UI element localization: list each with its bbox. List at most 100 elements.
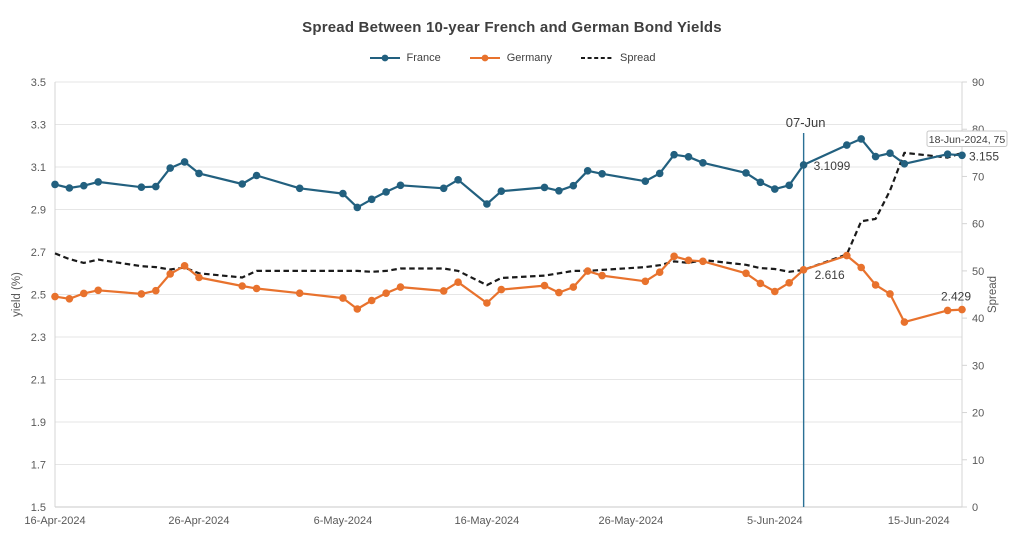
france-marker — [958, 151, 966, 160]
spread-line-swatch — [581, 57, 613, 59]
event-vline-label: 07-Jun — [786, 115, 826, 130]
germany-marker — [655, 268, 664, 277]
legend-item-germany: Germany — [469, 52, 552, 64]
france-marker — [886, 149, 894, 157]
france-marker — [195, 169, 203, 178]
germany-marker — [238, 282, 246, 290]
left-axis-tick-label: 1.5 — [31, 502, 46, 514]
germany-marker — [540, 281, 549, 290]
left-axis-tick-label: 3.1 — [31, 162, 46, 174]
france-marker — [367, 195, 376, 204]
france-marker — [871, 152, 880, 161]
germany-marker — [295, 289, 304, 298]
france-marker — [497, 187, 506, 195]
legend-label-france: France — [406, 52, 441, 64]
france-marker — [339, 189, 347, 198]
france-marker — [943, 150, 952, 158]
germany-marker — [943, 306, 952, 315]
germany-marker — [454, 278, 462, 287]
left-axis-tick-label: 2.7 — [31, 247, 46, 259]
right-axis-tick-label: 10 — [972, 455, 984, 467]
germany-marker — [483, 299, 491, 307]
chart-title: Spread Between 10-year French and German… — [302, 19, 722, 36]
left-axis-tick-label: 2.5 — [31, 290, 46, 302]
france-marker — [799, 161, 808, 169]
france-marker — [857, 135, 865, 143]
france-last-value-label: 3.155 — [969, 149, 999, 163]
france-marker — [439, 184, 448, 193]
germany-marker — [756, 279, 765, 288]
legend-label-spread: Spread — [620, 52, 656, 64]
right-axis-tick-label: 70 — [972, 171, 984, 183]
legend: France Germany Spread — [0, 52, 1024, 64]
germany-marker — [439, 287, 448, 295]
left-axis-tick-label: 2.3 — [31, 332, 46, 344]
germany-marker — [339, 294, 347, 302]
france-marker — [598, 170, 606, 178]
germany-line-swatch — [469, 54, 500, 62]
france-marker — [641, 177, 650, 185]
germany-marker — [497, 285, 506, 294]
germany-line — [54, 254, 963, 324]
france-marker — [396, 181, 405, 190]
germany-marker — [80, 289, 88, 298]
france-marker — [540, 183, 549, 192]
france-line — [54, 137, 963, 209]
x-axis-tick-label: 5-Jun-2024 — [747, 515, 803, 527]
x-axis-tick-label: 16-Apr-2024 — [24, 515, 85, 527]
france-marker — [152, 182, 160, 191]
right-axis-tick-label: 50 — [972, 266, 984, 278]
france-marker — [555, 187, 563, 195]
france-marker — [80, 181, 88, 190]
germany-marker — [51, 292, 59, 301]
germany-marker — [670, 252, 678, 261]
france-marker — [742, 169, 750, 177]
germany-marker — [699, 257, 707, 266]
germany-marker — [598, 271, 606, 280]
germany-marker — [799, 266, 808, 274]
france-marker — [137, 183, 146, 191]
france-marker — [51, 180, 59, 189]
france-line-swatch — [369, 54, 400, 62]
right-axis-tick-label: 30 — [972, 360, 984, 372]
right-axis-tick-label: 20 — [972, 408, 984, 420]
france-marker — [180, 158, 189, 166]
germany-marker — [771, 287, 779, 296]
france-marker — [583, 167, 592, 175]
germany-marker — [569, 283, 578, 291]
france-marker — [295, 184, 304, 193]
germany-marker — [871, 281, 880, 289]
germany-marker — [180, 262, 189, 270]
germany-marker — [367, 296, 376, 305]
left-axis-tick-label: 3.3 — [31, 120, 46, 132]
germany-marker — [900, 318, 909, 326]
germany-marker — [886, 290, 894, 298]
germany-marker — [857, 263, 865, 272]
germany-marker — [137, 290, 146, 298]
left-axis-tick-label: 3.5 — [31, 77, 46, 89]
france-marker — [756, 178, 765, 187]
france-marker — [843, 141, 851, 149]
germany-marker — [684, 256, 693, 265]
left-axis-tick-label: 1.7 — [31, 460, 46, 472]
right-axis-tick-label: 40 — [972, 313, 984, 325]
germany-marker — [353, 305, 362, 313]
france-marker — [699, 159, 707, 167]
france-marker — [454, 176, 462, 184]
left-axis-tick-label: 2.1 — [31, 375, 46, 387]
right-axis-title: Spread — [987, 276, 999, 313]
france-marker — [238, 180, 246, 188]
x-axis-tick-label: 15-Jun-2024 — [888, 515, 950, 527]
france-marker — [94, 178, 102, 186]
france-marker — [684, 153, 693, 161]
germany-marker — [785, 279, 793, 287]
legend-item-france: France — [369, 52, 441, 64]
germany-marker — [94, 286, 102, 295]
right-axis-tick-label: 60 — [972, 219, 984, 231]
germany-last-value-label: 2.429 — [941, 290, 971, 304]
x-axis-tick-label: 26-May-2024 — [598, 515, 663, 527]
germany-marker — [166, 270, 174, 278]
x-axis-tick-label: 16-May-2024 — [454, 515, 519, 527]
germany-marker — [152, 286, 160, 295]
germany-marker — [382, 289, 390, 298]
